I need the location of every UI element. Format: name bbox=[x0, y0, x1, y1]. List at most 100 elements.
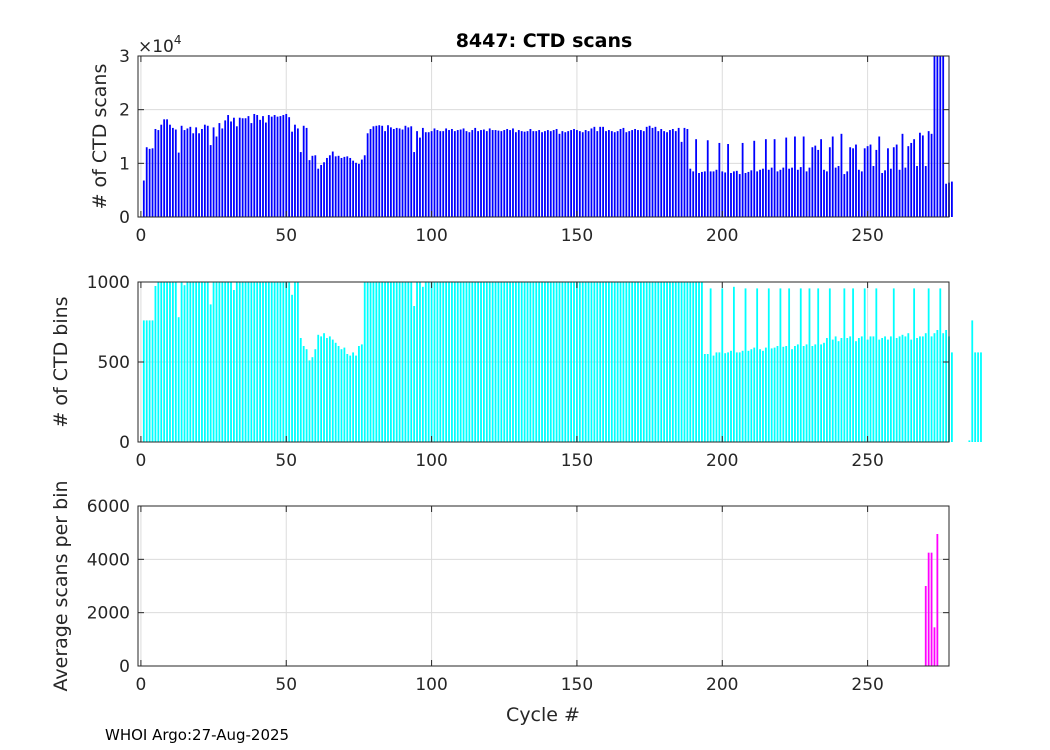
bar bbox=[497, 130, 500, 217]
bar bbox=[773, 347, 776, 442]
y-tick-label: 2 bbox=[119, 101, 130, 121]
bar bbox=[587, 131, 590, 217]
x-tick-label: 50 bbox=[275, 675, 297, 695]
bar bbox=[517, 130, 520, 217]
bar bbox=[331, 151, 334, 217]
bar bbox=[660, 282, 663, 442]
bar bbox=[680, 141, 683, 217]
bar bbox=[491, 130, 494, 217]
bar bbox=[904, 336, 907, 442]
bar bbox=[666, 132, 668, 217]
bar bbox=[744, 288, 747, 442]
bar bbox=[509, 130, 511, 217]
bar bbox=[936, 534, 939, 666]
bar bbox=[605, 131, 607, 217]
bar bbox=[826, 171, 828, 217]
bar bbox=[448, 130, 450, 217]
bar bbox=[924, 333, 927, 442]
bar bbox=[500, 282, 503, 442]
bar bbox=[384, 282, 386, 442]
bar bbox=[576, 130, 578, 217]
bar bbox=[506, 282, 509, 442]
bar bbox=[145, 320, 148, 442]
bar bbox=[340, 157, 343, 217]
bar bbox=[468, 282, 471, 442]
bar bbox=[936, 330, 939, 442]
bar bbox=[233, 290, 235, 442]
bar bbox=[262, 282, 264, 442]
bar bbox=[727, 144, 729, 217]
bar bbox=[759, 169, 761, 217]
bar bbox=[360, 344, 363, 442]
bar bbox=[520, 282, 523, 442]
bar bbox=[352, 160, 355, 217]
bar bbox=[413, 152, 416, 217]
bar bbox=[802, 346, 805, 442]
bar bbox=[279, 282, 282, 442]
bar bbox=[166, 119, 168, 217]
bar bbox=[634, 282, 636, 442]
y-tick-label: 500 bbox=[98, 353, 130, 373]
bar bbox=[916, 338, 918, 442]
bar bbox=[869, 144, 872, 217]
bar bbox=[669, 282, 671, 442]
x-tick-label: 250 bbox=[851, 226, 883, 246]
bar bbox=[590, 282, 593, 442]
bar bbox=[750, 349, 753, 442]
bar bbox=[195, 282, 198, 442]
bar bbox=[520, 131, 523, 217]
bar bbox=[698, 172, 700, 217]
bar bbox=[171, 282, 174, 442]
bar bbox=[712, 171, 715, 217]
panel-ctd-scans: 0 50 100 150 200 250 0 1 2 3 # of CTD scans ×104 bbox=[89, 33, 953, 246]
bar bbox=[180, 282, 183, 442]
bar bbox=[616, 131, 619, 217]
bar bbox=[860, 336, 863, 442]
bar bbox=[785, 346, 788, 442]
bar bbox=[671, 128, 674, 217]
bar bbox=[224, 282, 227, 442]
bar bbox=[323, 162, 325, 217]
bar bbox=[398, 282, 401, 442]
bar bbox=[567, 131, 570, 217]
bar bbox=[689, 282, 692, 442]
bar bbox=[488, 128, 491, 217]
bar bbox=[593, 282, 596, 442]
bar bbox=[576, 282, 578, 442]
bar bbox=[788, 168, 791, 217]
x-tick-label: 0 bbox=[135, 226, 146, 246]
bar bbox=[878, 339, 881, 442]
bar bbox=[311, 155, 314, 217]
bar bbox=[259, 119, 261, 217]
bar bbox=[276, 116, 279, 217]
y-tick-label: 2000 bbox=[87, 604, 130, 624]
bar bbox=[337, 346, 340, 442]
bar bbox=[695, 139, 698, 217]
bar bbox=[686, 282, 689, 442]
bar bbox=[529, 282, 532, 442]
bar bbox=[878, 136, 881, 217]
bar bbox=[785, 137, 788, 217]
bar bbox=[872, 166, 875, 217]
y-tick-label: 0 bbox=[119, 657, 130, 677]
bar bbox=[389, 127, 392, 217]
bar bbox=[500, 131, 503, 217]
bar bbox=[288, 282, 291, 442]
bar bbox=[703, 354, 706, 442]
bar bbox=[936, 56, 939, 217]
bar bbox=[808, 167, 811, 217]
bar bbox=[419, 282, 421, 442]
bar bbox=[564, 132, 567, 217]
bar bbox=[541, 282, 543, 442]
bar bbox=[273, 282, 276, 442]
bar bbox=[820, 344, 823, 442]
axes-frame-avg-scans bbox=[137, 505, 950, 667]
bar bbox=[192, 282, 195, 442]
bar bbox=[645, 282, 648, 442]
bar bbox=[811, 147, 814, 217]
bar bbox=[578, 282, 581, 442]
bar bbox=[378, 282, 381, 442]
bar bbox=[174, 282, 177, 442]
bar bbox=[372, 282, 375, 442]
bar bbox=[535, 131, 538, 217]
